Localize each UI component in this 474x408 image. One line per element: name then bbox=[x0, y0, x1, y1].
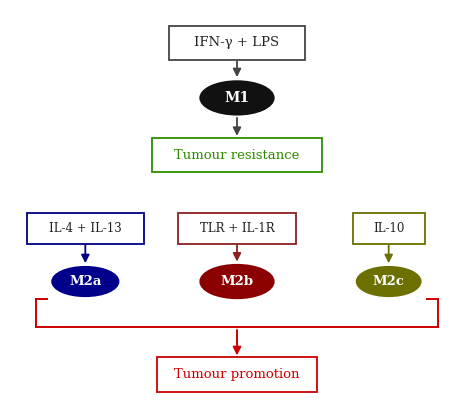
Text: IFN-γ + LPS: IFN-γ + LPS bbox=[194, 36, 280, 49]
Text: M2b: M2b bbox=[220, 275, 254, 288]
Text: Tumour promotion: Tumour promotion bbox=[174, 368, 300, 381]
Text: TLR + IL-1R: TLR + IL-1R bbox=[200, 222, 274, 235]
FancyBboxPatch shape bbox=[27, 213, 144, 244]
Text: IL-10: IL-10 bbox=[373, 222, 404, 235]
FancyBboxPatch shape bbox=[157, 357, 317, 392]
FancyBboxPatch shape bbox=[169, 26, 305, 60]
Text: Tumour resistance: Tumour resistance bbox=[174, 149, 300, 162]
Text: M1: M1 bbox=[224, 91, 250, 105]
FancyBboxPatch shape bbox=[152, 138, 322, 172]
Ellipse shape bbox=[200, 81, 274, 115]
Text: IL-4 + IL-13: IL-4 + IL-13 bbox=[49, 222, 122, 235]
Ellipse shape bbox=[52, 267, 118, 296]
Ellipse shape bbox=[200, 265, 274, 298]
Text: M2a: M2a bbox=[69, 275, 101, 288]
Text: M2c: M2c bbox=[373, 275, 405, 288]
FancyBboxPatch shape bbox=[178, 213, 296, 244]
FancyBboxPatch shape bbox=[353, 213, 425, 244]
Ellipse shape bbox=[356, 267, 420, 296]
